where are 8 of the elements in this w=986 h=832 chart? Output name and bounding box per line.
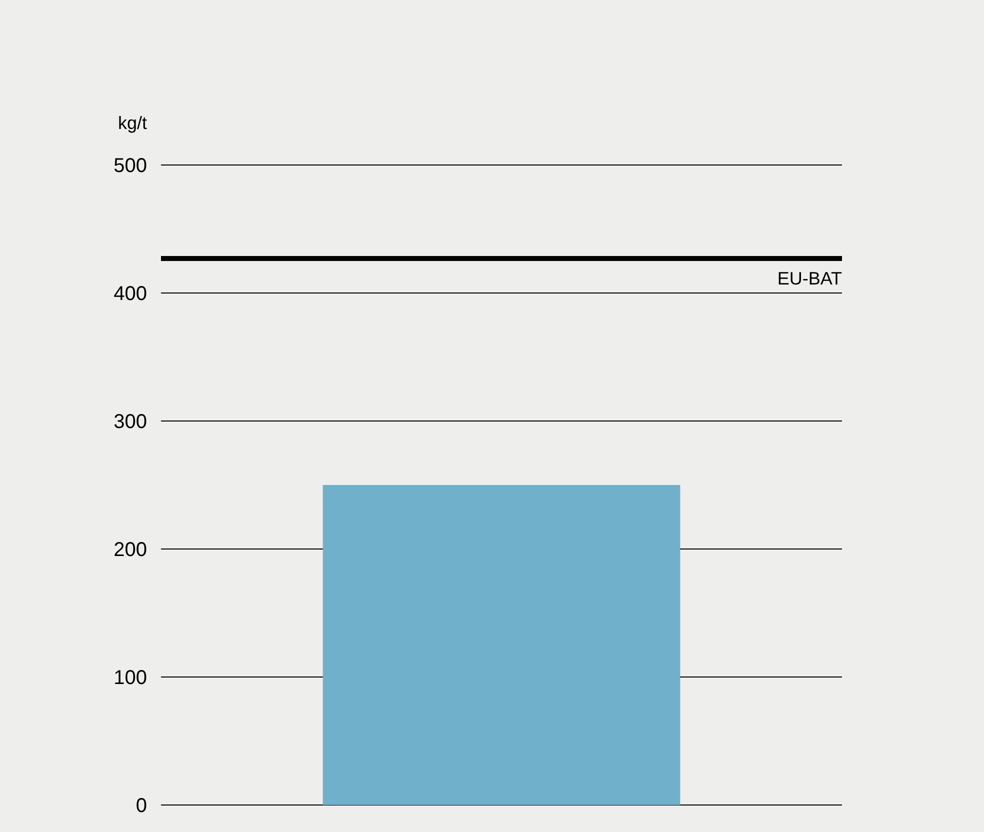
- y-tick-label: 300: [114, 411, 147, 433]
- y-tick-label: 100: [114, 667, 147, 689]
- y-tick-label: 500: [114, 155, 147, 177]
- y-tick-label: 200: [114, 539, 147, 561]
- y-tick-label: 400: [114, 283, 147, 305]
- y-tick-label: 0: [136, 795, 147, 817]
- ref-line-label: EU-BAT: [777, 268, 842, 288]
- y-axis-title: kg/t: [118, 113, 147, 133]
